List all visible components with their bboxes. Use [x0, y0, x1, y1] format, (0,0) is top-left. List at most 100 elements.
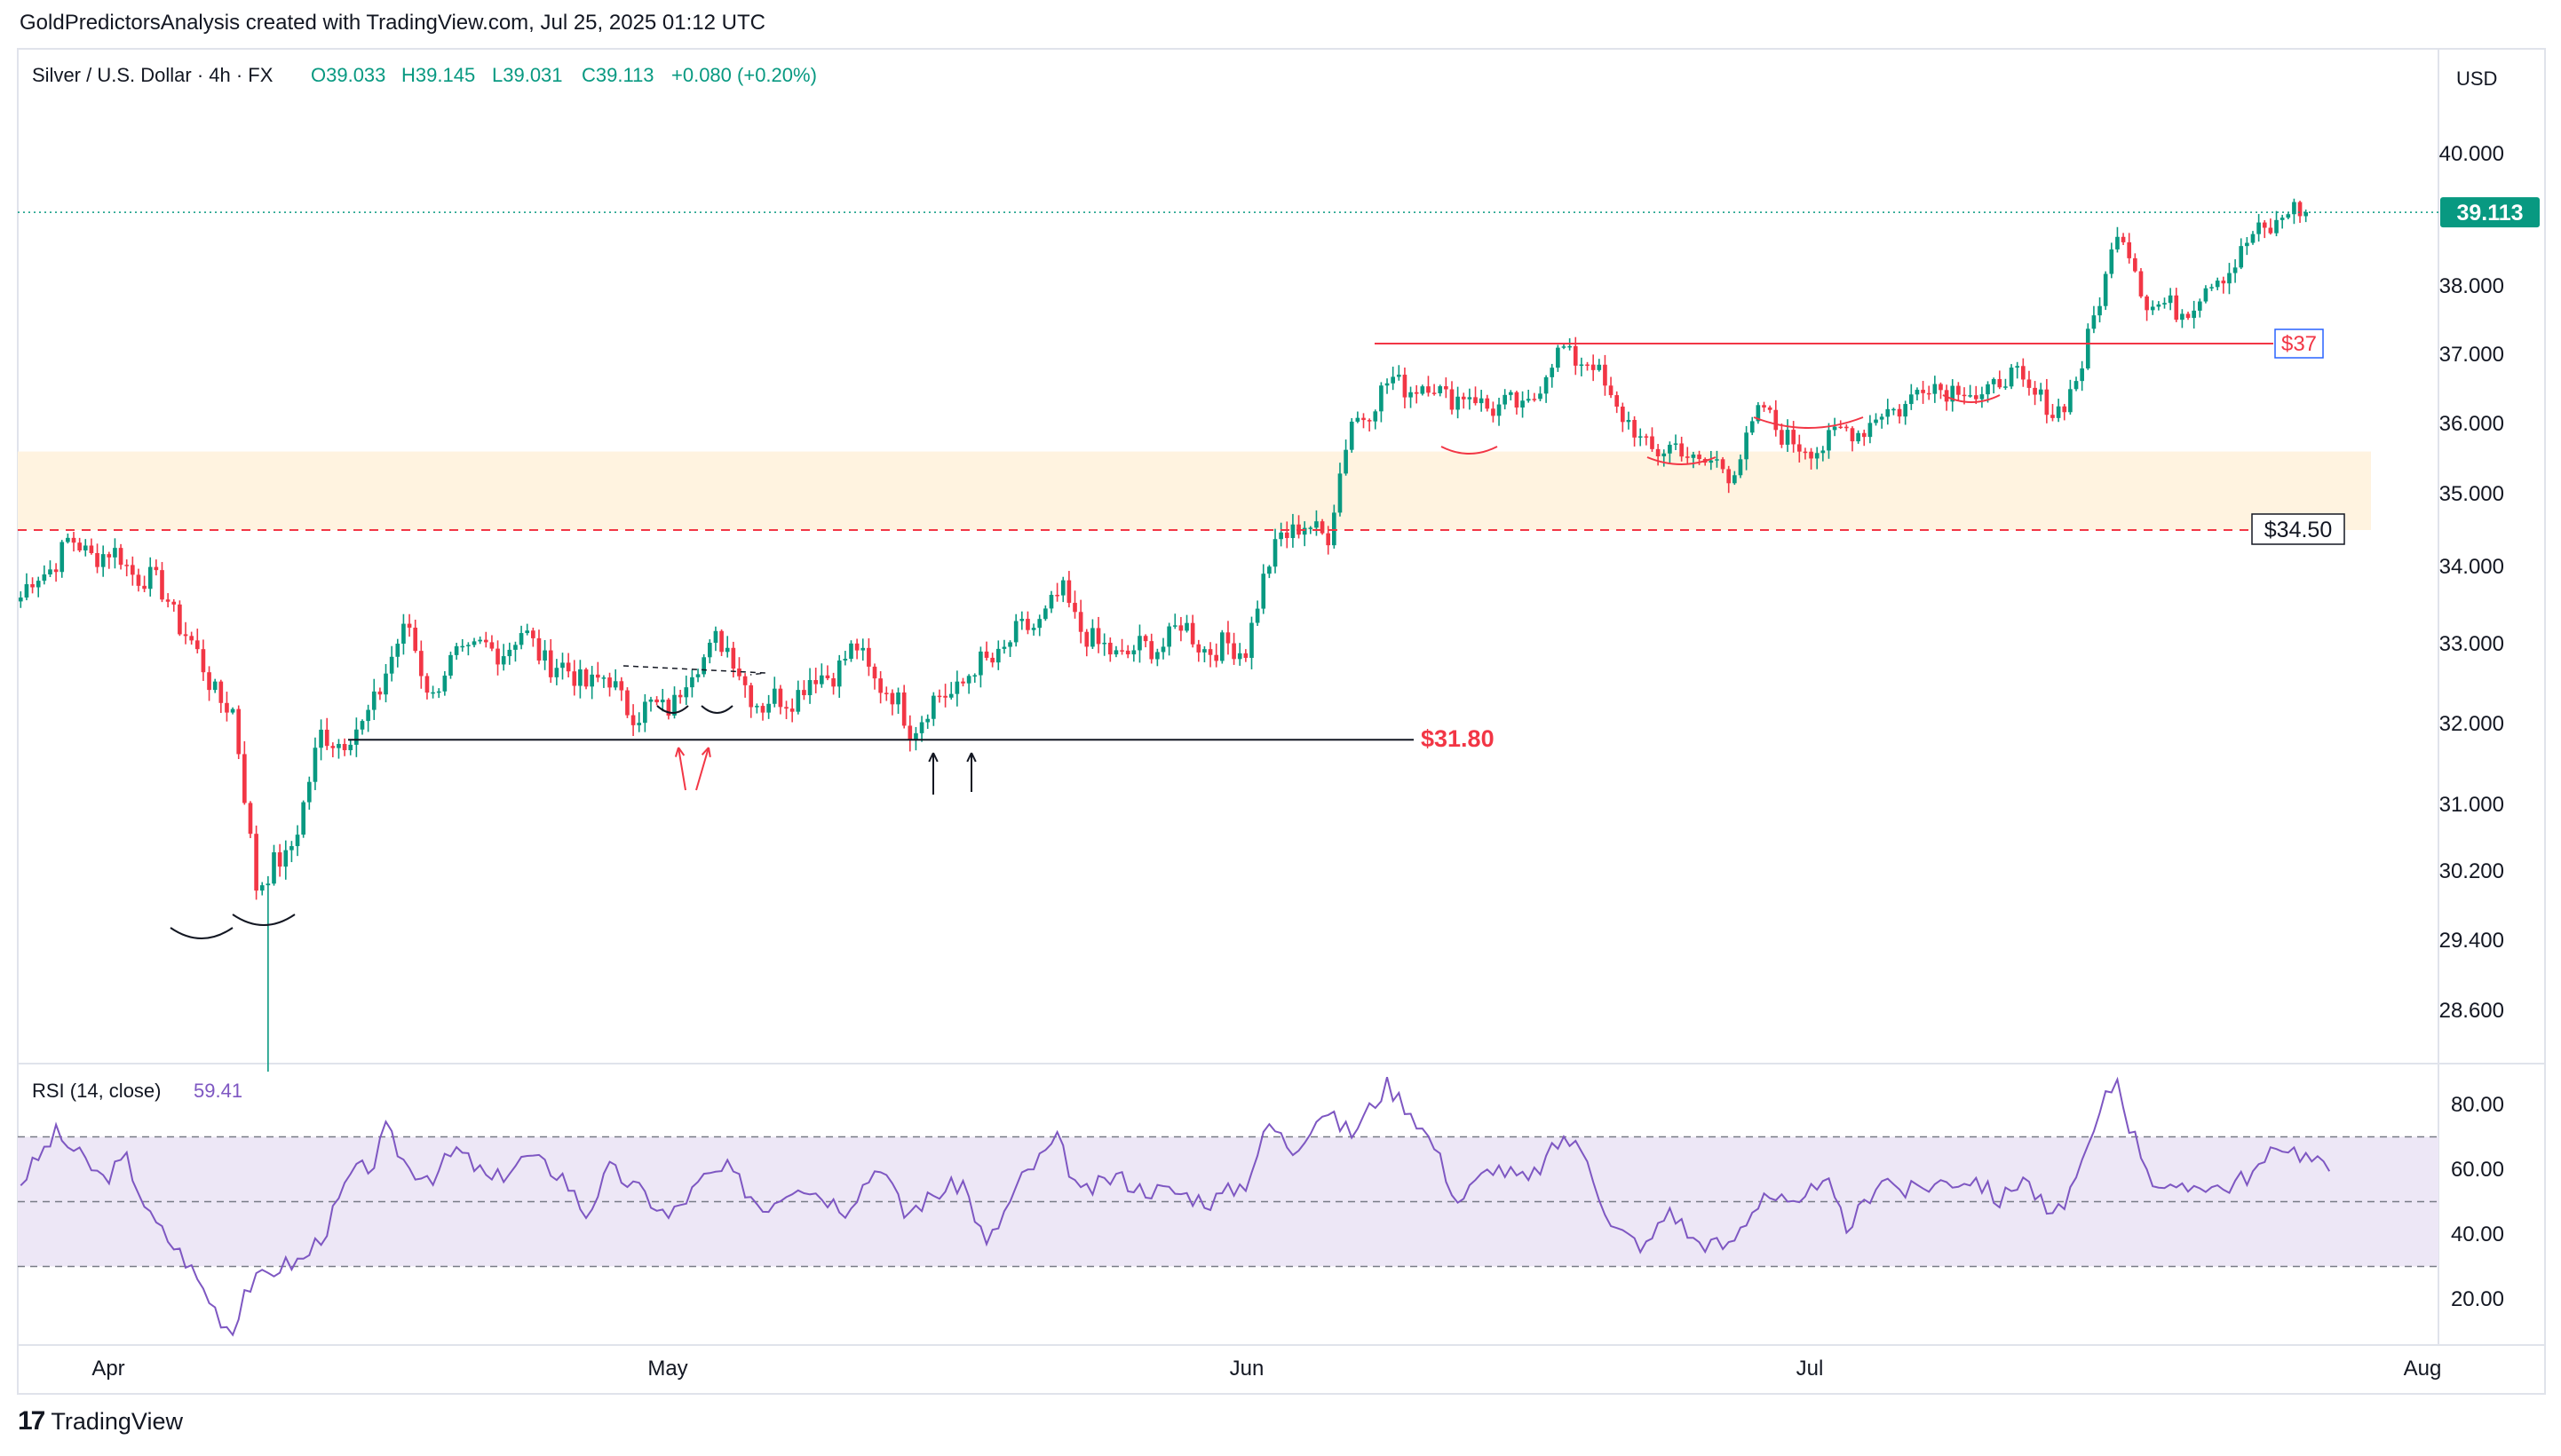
candle-body — [337, 743, 341, 748]
candle-body — [306, 781, 312, 803]
candle-body — [118, 548, 123, 566]
candle-body — [248, 803, 253, 835]
candle-body — [648, 699, 654, 702]
red-arrow-2-head — [701, 747, 711, 758]
candle-body — [2185, 313, 2191, 319]
candle-body — [1379, 385, 1384, 412]
candle-body — [71, 537, 76, 543]
symbol-title[interactable]: Silver / U.S. Dollar · 4h · FX — [32, 64, 274, 86]
candle-body — [1668, 444, 1672, 454]
candle-body — [1827, 430, 1831, 451]
ohlc-high: H39.145 — [401, 64, 475, 86]
tradingview-brand: TradingView — [51, 1407, 183, 1435]
candle-body — [1973, 395, 1978, 400]
rsi-tick-label: 80.00 — [2451, 1093, 2504, 1117]
price-tick-label: 35.000 — [2439, 482, 2504, 506]
candle-body — [1467, 397, 1472, 400]
candle-body — [1031, 628, 1036, 630]
candle-body — [1644, 436, 1649, 438]
candle-body — [1932, 384, 1938, 394]
candle-body — [1838, 426, 1843, 429]
candle-body — [690, 677, 694, 688]
candle-body — [395, 644, 400, 657]
candle-body — [878, 678, 883, 693]
candle-body — [1650, 436, 1654, 449]
candle-body — [1202, 649, 1207, 653]
candle-body — [2274, 219, 2279, 233]
candle-body — [1503, 394, 1507, 405]
candle-body — [460, 645, 465, 648]
candle-body — [1461, 396, 1466, 400]
candle-body — [189, 636, 194, 641]
candle-body — [1396, 375, 1401, 377]
candle-body — [607, 677, 612, 688]
candle-body — [925, 718, 931, 723]
candle-body — [990, 657, 995, 663]
candle-body — [431, 692, 435, 694]
chart-caption: GoldPredictorsAnalysis created with Trad… — [20, 11, 765, 35]
price-tick-label: 34.000 — [2439, 555, 2504, 579]
candle-body — [2303, 212, 2309, 217]
candle-body — [1744, 432, 1748, 460]
candle-body — [908, 725, 913, 740]
candle-body — [1915, 390, 1920, 395]
candle-body — [1709, 460, 1714, 463]
candle-body — [2262, 222, 2267, 228]
candle-body — [813, 680, 819, 684]
candle-body — [277, 852, 282, 867]
candle-body — [513, 645, 518, 650]
tradingview-mark-icon: 17 — [18, 1406, 45, 1436]
candle-body — [613, 681, 618, 688]
candle-body — [207, 672, 211, 691]
candle-body — [867, 647, 871, 667]
price-tick-label: 37.000 — [2439, 343, 2504, 367]
candle-body — [1661, 453, 1667, 457]
candle-body — [1673, 443, 1678, 445]
candle-body — [154, 566, 159, 571]
candle-body — [2221, 281, 2226, 284]
candle-body — [53, 569, 59, 573]
bottom-arc-8 — [1942, 394, 2001, 403]
candle-body — [1809, 451, 1813, 459]
bottom-arc-6 — [1646, 456, 1717, 465]
price-tick-label: 30.200 — [2439, 859, 2504, 883]
candle-body — [1485, 398, 1490, 409]
candle-body — [601, 677, 607, 679]
time-tick-label: Jun — [1230, 1357, 1265, 1381]
candle-body — [131, 565, 135, 575]
candle-body — [418, 651, 424, 677]
red-arrow-1 — [678, 747, 686, 791]
candle-body — [42, 574, 47, 582]
candle-body — [1013, 621, 1019, 643]
rsi-title[interactable]: RSI (14, close) — [32, 1080, 162, 1102]
candle-body — [1438, 386, 1443, 393]
candle-body — [242, 754, 247, 803]
support-zone — [18, 451, 2371, 530]
candle-body — [1261, 574, 1266, 609]
candle-body — [1078, 612, 1083, 632]
candle-body — [2127, 241, 2132, 258]
candle-body — [1526, 399, 1531, 401]
candle-body — [595, 674, 600, 678]
candle-body — [1037, 619, 1043, 629]
tradingview-logo[interactable]: 17 TradingView — [18, 1406, 183, 1436]
candle-body — [984, 651, 989, 658]
candle-body — [737, 669, 741, 677]
candle-body — [684, 687, 689, 698]
candle-body — [389, 656, 394, 674]
candle-body — [1344, 449, 1348, 474]
candle-body — [995, 648, 1001, 663]
candle-body — [1491, 408, 1495, 416]
candle-body — [225, 702, 229, 713]
currency-label[interactable]: USD — [2456, 67, 2497, 90]
candle-body — [937, 695, 942, 698]
candle-body — [2003, 386, 2008, 388]
candle-body — [1172, 625, 1177, 627]
candle-body — [1861, 432, 1867, 438]
candle-body — [1444, 386, 1448, 390]
bottom-arc-4 — [701, 705, 733, 714]
candle-body — [890, 692, 895, 705]
candle-body — [1626, 420, 1631, 423]
candle-body — [1785, 430, 1790, 445]
